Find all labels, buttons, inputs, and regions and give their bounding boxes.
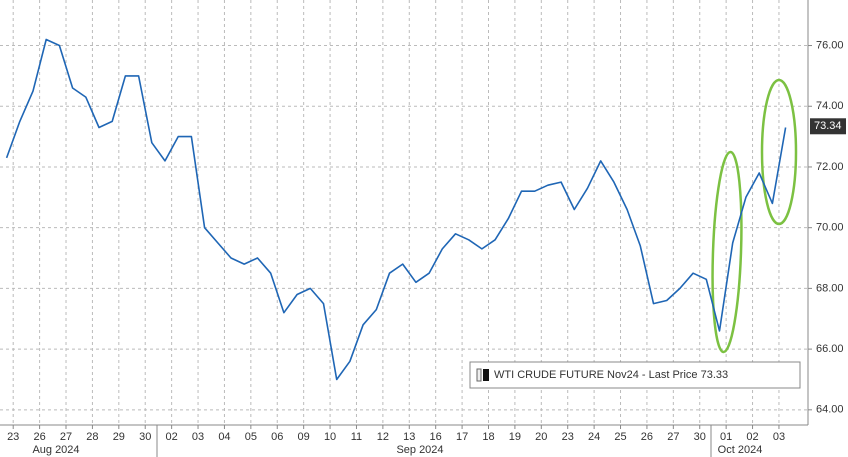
x-tick-label: 02 — [166, 431, 178, 443]
x-tick-label: 23 — [7, 431, 19, 443]
month-label: Oct 2024 — [718, 444, 763, 456]
x-tick-label: 27 — [667, 431, 679, 443]
y-tick-label: 64.00 — [816, 404, 844, 416]
month-label: Aug 2024 — [32, 444, 79, 456]
y-tick-label: 76.00 — [816, 39, 844, 51]
x-tick-label: 29 — [113, 431, 125, 443]
y-tick-label: 74.00 — [816, 100, 844, 112]
x-tick-label: 03 — [192, 431, 204, 443]
x-tick-label: 23 — [562, 431, 574, 443]
price-line — [5, 38, 787, 381]
x-tick-label: 26 — [33, 431, 45, 443]
x-tick-label: 24 — [588, 431, 600, 443]
legend-label: WTI CRUDE FUTURE Nov24 - Last Price 73.3… — [494, 369, 728, 381]
x-tick-label: 25 — [614, 431, 626, 443]
x-tick-label: 16 — [430, 431, 442, 443]
legend-swatch — [476, 368, 482, 382]
y-tick-label: 66.00 — [816, 343, 844, 355]
highlight-ellipse — [760, 78, 798, 226]
legend-swatch — [483, 369, 489, 381]
x-tick-label: 18 — [482, 431, 494, 443]
highlight-ellipse — [711, 150, 743, 354]
last-price-tag — [810, 118, 846, 135]
x-tick-label: 19 — [509, 431, 521, 443]
x-tick-label: 01 — [720, 431, 732, 443]
x-tick-label: 28 — [86, 431, 98, 443]
x-tick-label: 12 — [377, 431, 389, 443]
month-label: Sep 2024 — [396, 444, 443, 456]
x-tick-label: 06 — [271, 431, 283, 443]
y-tick-label: 72.00 — [816, 161, 844, 173]
x-tick-label: 04 — [218, 431, 230, 443]
x-tick-label: 17 — [456, 431, 468, 443]
y-tick-label: 70.00 — [816, 222, 844, 234]
x-tick-label: 03 — [773, 431, 785, 443]
x-tick-label: 26 — [641, 431, 653, 443]
x-tick-label: 30 — [139, 431, 151, 443]
last-price-label: 73.34 — [814, 120, 842, 132]
grid — [0, 0, 808, 425]
x-tick-label: 02 — [746, 431, 758, 443]
x-tick-label: 20 — [535, 431, 547, 443]
x-tick-label: 09 — [298, 431, 310, 443]
legend-box — [469, 361, 801, 389]
x-tick-label: 30 — [694, 431, 706, 443]
x-tick-label: 05 — [245, 431, 257, 443]
x-tick-label: 13 — [403, 431, 415, 443]
x-tick-label: 11 — [351, 431, 362, 443]
x-tick-label: 27 — [60, 431, 72, 443]
x-tick-label: 10 — [324, 431, 336, 443]
y-tick-label: 68.00 — [816, 282, 844, 294]
